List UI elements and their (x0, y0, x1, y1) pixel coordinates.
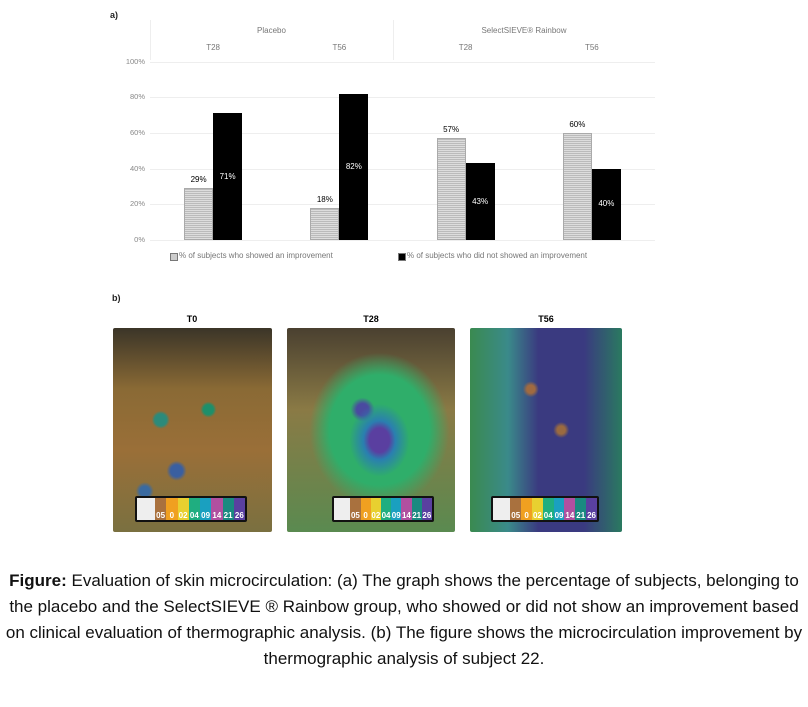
header-divider (393, 20, 394, 60)
scale-swatch: 02 (370, 498, 381, 520)
y-tick-label: 20% (129, 199, 145, 209)
scale-swatch: 09 (391, 498, 402, 520)
category-label: T56 (584, 43, 599, 52)
caption-bold: Figure: (9, 571, 67, 590)
data-label: 82% (345, 161, 362, 171)
legend-label: % of subjects who showed an improvement (179, 251, 333, 260)
y-tick-label: 40% (129, 163, 145, 173)
gridline (150, 240, 655, 241)
data-label: 71% (219, 171, 236, 181)
y-tick-label: 100% (125, 56, 145, 66)
caption-text: Evaluation of skin microcirculation: (a)… (5, 571, 803, 668)
group-label: Placebo (257, 26, 286, 35)
panel-b-label: b) (112, 293, 121, 303)
scale-swatch: 26 (586, 498, 597, 520)
category-label: T56 (332, 43, 347, 52)
bar-chart: 0% 20% 40% 60% 80% 100% Placebo SelectSIEVE® Ra… (0, 0, 808, 280)
category-label: T28 (206, 43, 221, 52)
scale-swatch: 05 (350, 498, 361, 520)
group-label: SelectSIEVE® Rainbow (481, 26, 567, 35)
scale-swatch: 02 (531, 498, 543, 520)
scale-swatch: 14 (401, 498, 412, 520)
bar (562, 132, 592, 240)
y-tick-label: 0% (134, 235, 145, 244)
photo-title-t28: T28 (363, 314, 379, 324)
data-label: 29% (190, 175, 207, 185)
gridline (150, 97, 655, 99)
scale-swatch: 21 (575, 498, 587, 520)
scale-card-logo (137, 498, 155, 520)
scale-swatch: 05 (510, 498, 522, 520)
thermography-photo-t0: 05 0 02 04 09 14 21 26 (113, 328, 272, 532)
scale-swatch: 21 (411, 498, 422, 520)
color-scale-card: 05 0 02 04 09 14 21 26 (135, 496, 247, 522)
color-scale-card: 05 0 02 04 09 14 21 26 (332, 496, 434, 522)
scale-swatch: 09 (200, 498, 212, 520)
scale-swatch: 02 (177, 498, 189, 520)
scale-card-logo (334, 498, 351, 520)
legend-swatch (170, 253, 178, 261)
thermography-photo-t28: 05 0 02 04 09 14 21 26 (287, 328, 455, 532)
bar (591, 168, 621, 240)
scale-swatch: 0 (166, 498, 178, 520)
panel-a-label: a) (110, 10, 119, 20)
bar (436, 138, 466, 240)
scale-swatch: 09 (553, 498, 565, 520)
scale-card-logo (493, 498, 511, 520)
color-scale-card: 05 0 02 04 09 14 21 26 (491, 496, 599, 522)
gridline (150, 168, 655, 170)
category-label: T28 (458, 43, 473, 52)
y-tick-label: 80% (129, 92, 145, 102)
bar (213, 113, 243, 240)
legend-label: % of subjects who did not showed an impr… (407, 251, 588, 260)
scale-swatch: 04 (380, 498, 392, 520)
photo-title-t0: T0 (186, 314, 198, 324)
legend-swatch (398, 253, 406, 261)
gridline (150, 61, 655, 63)
scale-swatch: 04 (542, 498, 554, 520)
data-label: 40% (598, 199, 615, 209)
data-label: 43% (472, 196, 489, 206)
bar (184, 188, 214, 240)
gridline (150, 132, 655, 134)
scale-swatch: 21 (222, 498, 234, 520)
data-label: 57% (443, 125, 460, 135)
y-tick-label: 60% (129, 127, 145, 137)
scale-swatch: 26 (421, 498, 432, 520)
scale-swatch: 0 (360, 498, 371, 520)
scale-swatch: 05 (155, 498, 167, 520)
gridline (150, 204, 655, 206)
figure-caption: Figure: Evaluation of skin microcirculat… (0, 568, 808, 672)
scale-swatch: 0 (521, 498, 532, 520)
data-label: 60% (569, 119, 586, 129)
scale-swatch: 26 (233, 498, 245, 520)
scale-swatch: 14 (564, 498, 576, 520)
photo-title-t56: T56 (538, 314, 554, 324)
thermography-photo-t56: 05 0 02 04 09 14 21 26 (470, 328, 622, 532)
bar (310, 207, 340, 240)
scale-swatch: 04 (188, 498, 200, 520)
bar (339, 93, 369, 240)
header-divider (150, 20, 151, 60)
data-label: 18% (316, 194, 333, 204)
scale-swatch: 14 (211, 498, 223, 520)
bar (465, 163, 495, 240)
